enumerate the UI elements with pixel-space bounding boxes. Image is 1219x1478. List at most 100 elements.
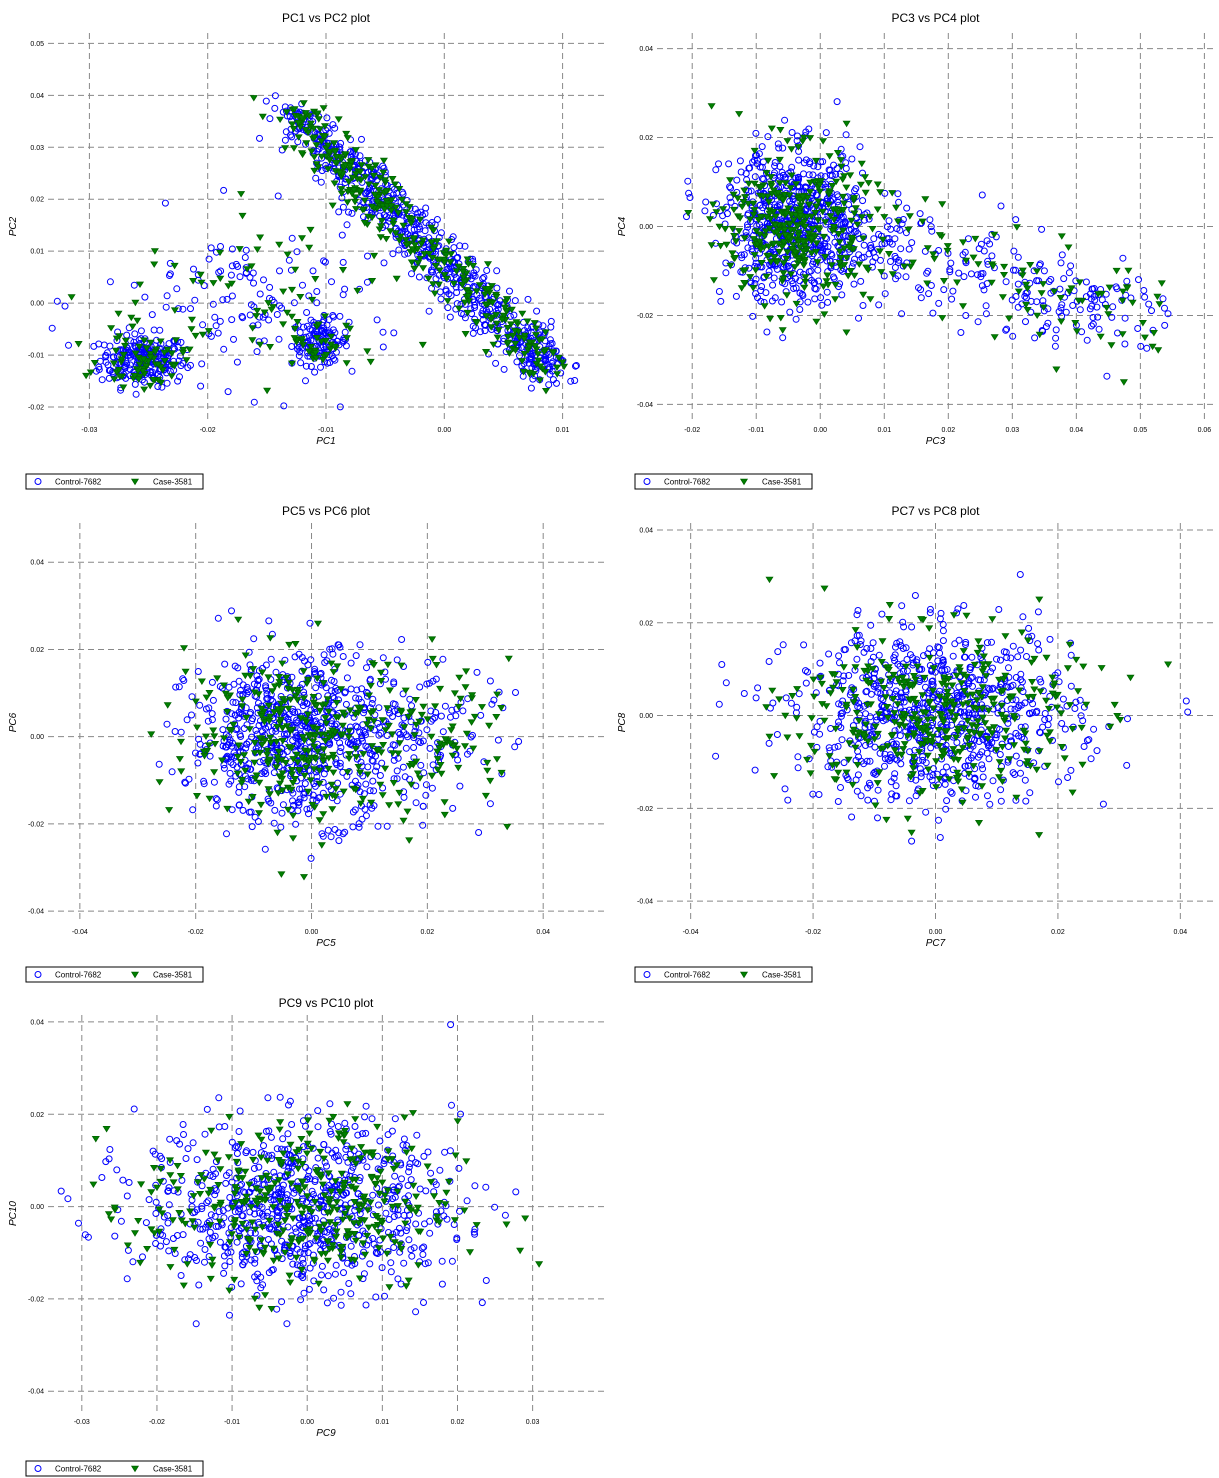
control-point bbox=[311, 709, 319, 716]
case-point bbox=[276, 116, 285, 124]
case-point bbox=[389, 217, 398, 225]
case-point bbox=[454, 305, 464, 313]
case-point bbox=[193, 724, 202, 732]
case-point bbox=[385, 687, 394, 694]
control-point bbox=[1003, 654, 1011, 661]
case-point bbox=[302, 719, 311, 726]
case-point bbox=[414, 260, 423, 267]
control-point bbox=[278, 304, 285, 312]
x-tick-label: -0.04 bbox=[72, 929, 88, 936]
control-point bbox=[275, 335, 283, 343]
case-point bbox=[307, 148, 316, 155]
control-point bbox=[247, 776, 255, 784]
control-point bbox=[1082, 278, 1090, 286]
control-point bbox=[190, 265, 197, 273]
case-point bbox=[469, 262, 478, 270]
case-point bbox=[325, 148, 334, 156]
control-point bbox=[744, 244, 752, 252]
case-point bbox=[196, 271, 205, 279]
control-point bbox=[842, 165, 850, 172]
control-point bbox=[977, 240, 985, 248]
control-point bbox=[300, 794, 308, 802]
case-point bbox=[503, 333, 513, 341]
control-point bbox=[789, 195, 797, 203]
control-point bbox=[984, 792, 991, 800]
case-point bbox=[850, 210, 859, 217]
case-point bbox=[378, 717, 387, 724]
control-point bbox=[250, 279, 257, 287]
case-point bbox=[806, 135, 815, 142]
y-tick-label: 0.03 bbox=[30, 145, 44, 152]
control-point bbox=[978, 282, 986, 290]
case-point bbox=[293, 759, 302, 766]
control-point bbox=[469, 329, 477, 337]
control-point bbox=[984, 257, 992, 265]
control-point bbox=[332, 759, 340, 767]
case-point bbox=[319, 680, 328, 687]
control-point bbox=[271, 92, 279, 100]
case-point bbox=[287, 771, 296, 778]
control-point bbox=[363, 278, 371, 286]
case-point bbox=[275, 679, 284, 686]
case-point bbox=[821, 254, 830, 261]
case-point bbox=[860, 174, 870, 181]
control-point bbox=[364, 763, 372, 771]
control-point bbox=[349, 823, 357, 831]
case-point bbox=[163, 346, 172, 354]
control-point bbox=[393, 767, 401, 775]
case-point bbox=[861, 189, 870, 197]
case-point bbox=[840, 245, 849, 252]
control-point bbox=[419, 737, 427, 745]
case-point bbox=[223, 708, 232, 716]
case-point bbox=[779, 275, 788, 283]
control-point bbox=[296, 329, 304, 336]
control-point bbox=[441, 702, 449, 710]
control-point bbox=[842, 159, 850, 167]
case-point bbox=[246, 672, 255, 680]
case-point bbox=[344, 178, 353, 185]
control-point bbox=[334, 779, 342, 787]
case-point bbox=[428, 655, 437, 663]
case-point bbox=[274, 748, 283, 756]
case-point bbox=[256, 234, 265, 241]
case-point bbox=[347, 159, 356, 167]
control-point bbox=[228, 316, 236, 324]
case-point bbox=[119, 351, 128, 359]
case-point bbox=[888, 190, 897, 197]
control-point bbox=[492, 359, 500, 367]
case-point bbox=[431, 703, 440, 710]
case-point bbox=[382, 188, 391, 196]
control-point bbox=[1145, 300, 1153, 308]
y-axis-label: PC8 bbox=[617, 712, 628, 732]
x-tick-label: -0.04 bbox=[683, 929, 699, 936]
control-point bbox=[412, 799, 420, 807]
legend-circle-icon bbox=[34, 478, 42, 485]
control-point bbox=[1038, 225, 1046, 233]
case-point bbox=[248, 325, 257, 332]
case-point bbox=[998, 294, 1007, 301]
control-point bbox=[96, 357, 104, 365]
case-point bbox=[171, 337, 180, 344]
control-point bbox=[348, 209, 356, 217]
control-point bbox=[250, 303, 258, 311]
case-point bbox=[283, 251, 292, 259]
control-point bbox=[331, 124, 339, 132]
case-point bbox=[380, 177, 390, 184]
case-point bbox=[475, 282, 484, 289]
control-point bbox=[1039, 297, 1047, 305]
control-point bbox=[362, 688, 370, 696]
control-point bbox=[787, 699, 795, 707]
control-point bbox=[747, 187, 755, 195]
case-point bbox=[318, 753, 327, 760]
control-point bbox=[781, 785, 789, 793]
control-point bbox=[320, 651, 328, 659]
control-point bbox=[908, 623, 916, 631]
case-point bbox=[354, 763, 363, 771]
control-point bbox=[254, 681, 262, 689]
control-point bbox=[303, 309, 311, 316]
control-point bbox=[216, 317, 224, 325]
control-point bbox=[278, 809, 286, 817]
control-point bbox=[262, 661, 270, 669]
case-point bbox=[192, 792, 202, 800]
case-point bbox=[726, 177, 735, 184]
